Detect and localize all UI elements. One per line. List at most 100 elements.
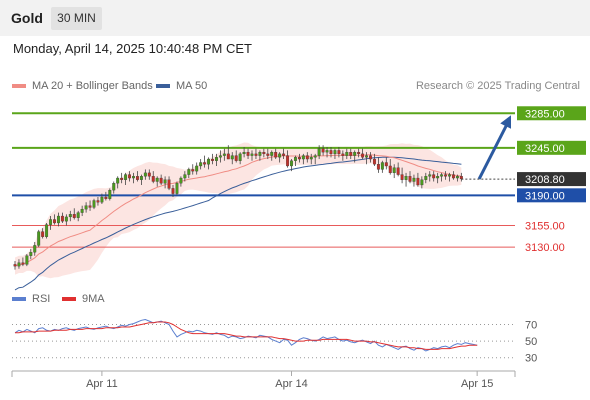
candle — [262, 151, 266, 155]
legend-swatch — [12, 297, 26, 302]
candle — [112, 183, 116, 191]
candle — [459, 176, 463, 180]
candle — [424, 176, 428, 180]
candle — [84, 205, 88, 210]
candle — [124, 174, 128, 180]
timeframe-button[interactable]: 30 MIN — [51, 7, 102, 30]
candles — [13, 145, 463, 270]
candle — [159, 177, 163, 184]
candle — [380, 162, 384, 170]
candle — [33, 245, 37, 253]
candle — [246, 151, 250, 156]
level-tag — [517, 140, 586, 155]
candle — [384, 162, 388, 167]
candle — [412, 177, 416, 182]
candle — [420, 179, 424, 186]
candle — [333, 150, 337, 155]
candle — [337, 150, 341, 155]
x-tick-label: Apr 15 — [461, 378, 493, 390]
legend-label: 9MA — [82, 293, 105, 305]
candle — [436, 176, 440, 179]
candle — [53, 219, 56, 224]
level-tag — [517, 188, 586, 203]
candle — [266, 153, 270, 156]
candle — [404, 176, 408, 180]
candle — [222, 153, 226, 156]
candle — [203, 162, 207, 165]
candle — [353, 151, 357, 156]
legend-swatch — [62, 297, 76, 302]
candle — [100, 196, 104, 203]
timestamp: Monday, April 14, 2025 10:40:48 PM CET — [13, 41, 252, 56]
legend-label: MA 50 — [176, 80, 208, 92]
legend-label: RSI — [32, 293, 51, 305]
candle — [313, 155, 317, 158]
candle — [29, 252, 33, 256]
candle — [104, 196, 108, 199]
candle — [278, 153, 282, 158]
candle — [376, 164, 380, 170]
legend-swatch — [156, 84, 170, 89]
level-label: 3130.00 — [525, 242, 565, 254]
level-label: 3155.00 — [525, 221, 565, 233]
candle — [254, 153, 258, 156]
candle — [226, 153, 230, 160]
x-tick-label: Apr 14 — [275, 378, 307, 390]
candle — [325, 150, 329, 153]
candle — [21, 262, 25, 265]
rsi-level-label: 30 — [525, 353, 537, 365]
candle — [305, 155, 309, 160]
candle — [349, 151, 353, 156]
candle — [234, 155, 238, 161]
rsi-legend-rsi: RSI — [12, 293, 50, 305]
level-tag — [517, 106, 586, 121]
candle — [274, 151, 278, 158]
legend-label: MA 20 + Bollinger Bands — [32, 80, 153, 92]
candle — [151, 176, 155, 182]
candle — [416, 177, 420, 186]
candle — [218, 155, 222, 158]
candle — [191, 169, 195, 172]
legend-swatch — [12, 84, 26, 89]
rsi-legend-9ma: 9MA — [62, 293, 105, 305]
candle — [297, 157, 301, 160]
ma20-line — [14, 154, 462, 267]
candle — [195, 165, 199, 172]
candle — [230, 155, 234, 160]
candle — [428, 174, 432, 177]
candle — [143, 172, 147, 177]
candle — [400, 174, 404, 180]
candle — [179, 177, 183, 184]
candle — [455, 176, 459, 179]
candle — [139, 176, 143, 180]
candle — [199, 162, 203, 167]
projection-arrowhead — [500, 115, 511, 129]
candle — [175, 183, 179, 194]
candle — [282, 153, 286, 156]
candle — [171, 188, 175, 194]
candle — [96, 200, 100, 203]
candle — [120, 177, 124, 180]
candle — [147, 172, 151, 177]
level-label: 3245.00 — [525, 143, 565, 155]
candle — [432, 174, 436, 179]
level-label: 3285.00 — [525, 108, 565, 120]
rsi-level-label: 50 — [525, 336, 537, 348]
candle — [92, 200, 96, 208]
candle — [238, 153, 242, 161]
level-label: 3190.00 — [525, 190, 565, 202]
candle — [135, 176, 139, 180]
candle — [392, 167, 396, 174]
candle — [369, 155, 372, 160]
candle — [211, 158, 214, 161]
candle — [187, 169, 191, 175]
top-bar: Gold 30 MIN — [0, 0, 590, 36]
candle — [250, 153, 254, 156]
candle — [440, 174, 444, 177]
candle — [258, 151, 262, 156]
candle — [49, 219, 52, 225]
candle — [270, 151, 274, 156]
candle — [286, 155, 289, 167]
legend-ma50: MA 50 — [156, 80, 207, 92]
